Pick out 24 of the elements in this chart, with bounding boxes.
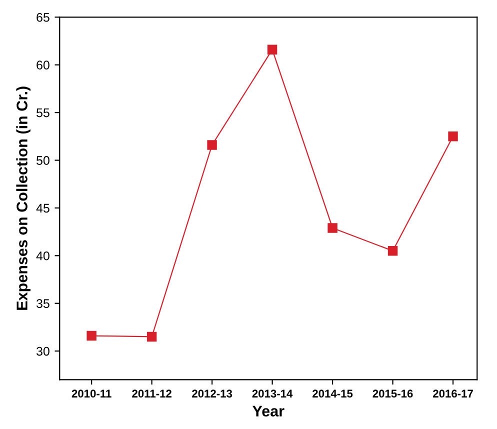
y-tick-label: 30 (36, 346, 50, 356)
y-tick-label: 45 (36, 204, 50, 213)
x-tick-label: 2015-16 (372, 390, 413, 398)
x-tick-label: 2013-14 (252, 390, 293, 398)
x-tick-label: 2010-11 (72, 390, 112, 398)
y-axis-title: Expenses on Collection (in Cr.) (16, 86, 30, 310)
point (146, 332, 157, 342)
point (267, 44, 278, 54)
y-tick-label: 65 (36, 12, 50, 22)
y-tick-label: 50 (36, 156, 50, 165)
x-tick-label: 2011-12 (132, 390, 172, 398)
x-tick-label: 2016-17 (433, 390, 473, 398)
y-tick-label: 55 (36, 108, 50, 118)
point (86, 330, 96, 341)
point (328, 223, 338, 233)
y-tick-label: 40 (36, 251, 50, 260)
y-tick-label: 35 (36, 299, 50, 308)
x-tick-label: 2014-15 (312, 390, 353, 398)
x-tick-label: 2012-13 (192, 390, 232, 398)
y-tick-label: 60 (36, 60, 50, 70)
x-axis-title: Year (252, 406, 284, 417)
point (207, 140, 217, 150)
point (448, 132, 458, 142)
point (388, 246, 398, 256)
